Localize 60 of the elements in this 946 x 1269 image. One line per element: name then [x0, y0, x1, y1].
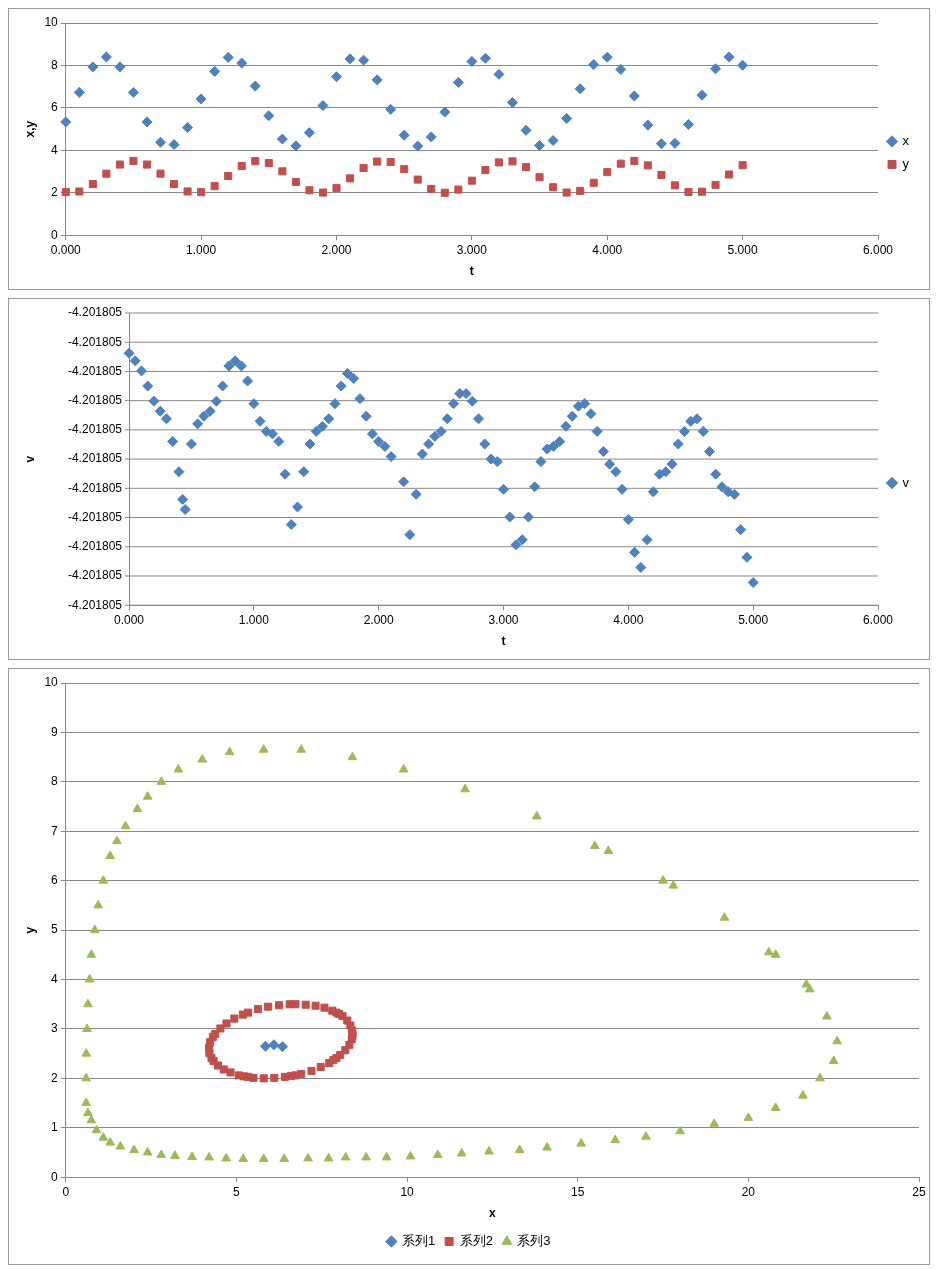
x-tick-label: 0.000 [50, 242, 82, 257]
x-tick-label: 6.000 [862, 612, 894, 627]
y-tick-label: 10 [44, 15, 59, 30]
x-tick-label: 20 [741, 1184, 756, 1199]
x-tick-label: 1.000 [238, 612, 270, 627]
y-axis-title: x,y [22, 120, 37, 138]
x-tick-label: 6.000 [862, 242, 894, 257]
text: -4.201805 [67, 509, 123, 524]
text: -4.201805 [67, 422, 123, 437]
x-tick-label: 0 [62, 1184, 70, 1199]
text: -4.201805 [67, 539, 123, 554]
y-tick-label: 10 [44, 675, 59, 690]
x-tick-label: 4.000 [613, 612, 644, 627]
y-tick-label: 4 [51, 971, 59, 986]
y-axis-title: y [22, 926, 37, 934]
legend-label: v [902, 474, 910, 490]
y-tick-label: 7 [51, 823, 59, 838]
legend-label: x [902, 133, 910, 149]
y-tick-label: 2 [51, 1070, 59, 1085]
text: -4.201805 [67, 451, 123, 466]
x-tick-label: 2.000 [363, 612, 395, 627]
x-tick-label: 2.000 [321, 242, 352, 257]
text: -4.201805 [67, 480, 123, 495]
x-tick-label: 4.000 [592, 242, 623, 257]
text: -4.201805 [67, 392, 123, 407]
y-tick-label: 0 [51, 227, 59, 242]
y-tick-label: 3 [51, 1021, 59, 1036]
x-tick-label: 0.000 [113, 612, 145, 627]
text: -4.201805 [67, 363, 123, 378]
y-tick-label: 0 [51, 1169, 59, 1184]
y-tick-label: 6 [51, 100, 59, 115]
legend-label: y [902, 156, 910, 172]
x-axis-title: x [489, 1206, 497, 1221]
y-tick-label: 1 [51, 1120, 59, 1135]
legend-label: 系列2 [459, 1233, 493, 1249]
x-tick-label: 5 [233, 1184, 241, 1199]
x-tick-label: 5.000 [727, 242, 758, 257]
y-tick-label: 2 [51, 185, 59, 200]
y-tick-label: 8 [51, 774, 59, 789]
x-tick-label: 3.000 [488, 612, 519, 627]
x-tick-label: 10 [400, 1184, 415, 1199]
y-tick-label: 4 [51, 142, 59, 157]
x-tick-label: 5.000 [738, 612, 769, 627]
x-tick-label: 15 [571, 1184, 585, 1199]
x-axis-title: t [501, 634, 506, 649]
y-tick-label: 8 [51, 57, 59, 72]
text: -4.201805 [67, 334, 123, 349]
x-tick-label: 25 [912, 1184, 926, 1199]
text: -4.201805 [67, 305, 123, 320]
y-axis-title: v [22, 455, 37, 463]
x-tick-label: 1.000 [186, 242, 217, 257]
y-tick-label: 5 [51, 922, 59, 937]
x-tick-label: 3.000 [456, 242, 488, 257]
x-axis-title: t [469, 264, 474, 279]
text: -4.201805 [67, 568, 123, 583]
y-tick-label: 6 [51, 872, 59, 887]
legend-label: 系列1 [401, 1233, 436, 1249]
y-tick-label: 9 [51, 724, 59, 739]
legend-label: 系列3 [517, 1233, 551, 1249]
text: -4.201805 [67, 597, 123, 612]
